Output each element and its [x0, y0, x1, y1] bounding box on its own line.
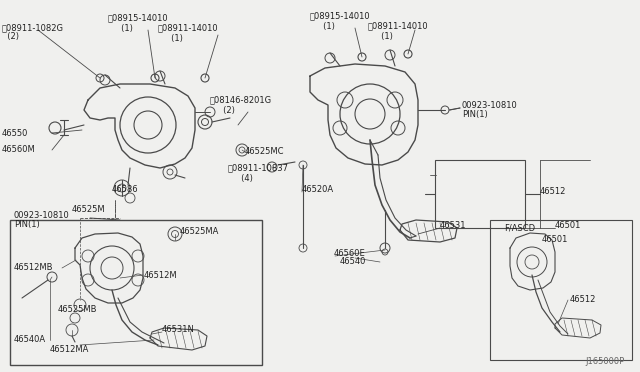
Text: (2): (2): [2, 32, 19, 42]
Text: J165000P: J165000P: [586, 357, 625, 366]
Text: 00923-10810: 00923-10810: [14, 211, 70, 219]
Text: 46501: 46501: [555, 221, 581, 231]
Text: 46512MB: 46512MB: [14, 263, 54, 273]
Text: Ⓝ08911-14010: Ⓝ08911-14010: [368, 22, 429, 31]
Bar: [10, 220, 262, 365]
Text: 46540: 46540: [340, 257, 366, 266]
Text: (4): (4): [228, 173, 253, 183]
Text: 46560E: 46560E: [334, 250, 365, 259]
Text: Ⓦ08915-14010: Ⓦ08915-14010: [108, 13, 168, 22]
Text: 46512: 46512: [540, 187, 566, 196]
Text: 46525MA: 46525MA: [180, 228, 220, 237]
Text: F/ASCD: F/ASCD: [504, 224, 535, 232]
Text: (1): (1): [310, 22, 335, 31]
Text: (2): (2): [210, 106, 235, 115]
Text: (1): (1): [108, 23, 133, 32]
Text: Ⓦ08915-14010: Ⓦ08915-14010: [310, 12, 371, 20]
Text: 46512: 46512: [570, 295, 596, 305]
Text: 46525M: 46525M: [72, 205, 106, 215]
Text: 46586: 46586: [112, 186, 139, 195]
Text: 00923-10810: 00923-10810: [462, 100, 518, 109]
Text: Ⓝ08911-14010: Ⓝ08911-14010: [158, 23, 219, 32]
Text: 46550: 46550: [2, 128, 28, 138]
Text: 46525MB: 46525MB: [58, 305, 97, 314]
Text: 46531: 46531: [440, 221, 467, 230]
Text: 46501: 46501: [542, 235, 568, 244]
Text: (1): (1): [368, 32, 393, 41]
Text: 46520A: 46520A: [302, 186, 334, 195]
Text: Ⓝ08911-10837: Ⓝ08911-10837: [228, 164, 289, 173]
Text: PIN(1): PIN(1): [14, 221, 40, 230]
Text: 46525MC: 46525MC: [245, 148, 285, 157]
Text: 46531N: 46531N: [162, 326, 195, 334]
Bar: [490, 220, 632, 360]
Text: 46512M: 46512M: [144, 270, 178, 279]
Text: 46540A: 46540A: [14, 336, 46, 344]
Text: PIN(1): PIN(1): [462, 110, 488, 119]
Text: Ⓝ08911-1082G: Ⓝ08911-1082G: [2, 23, 64, 32]
Bar: [435, 160, 525, 228]
Text: 46512MA: 46512MA: [50, 346, 90, 355]
Text: 46560M: 46560M: [2, 145, 36, 154]
Text: Ⓑ08146-8201G: Ⓑ08146-8201G: [210, 96, 272, 105]
Text: (1): (1): [158, 33, 183, 42]
